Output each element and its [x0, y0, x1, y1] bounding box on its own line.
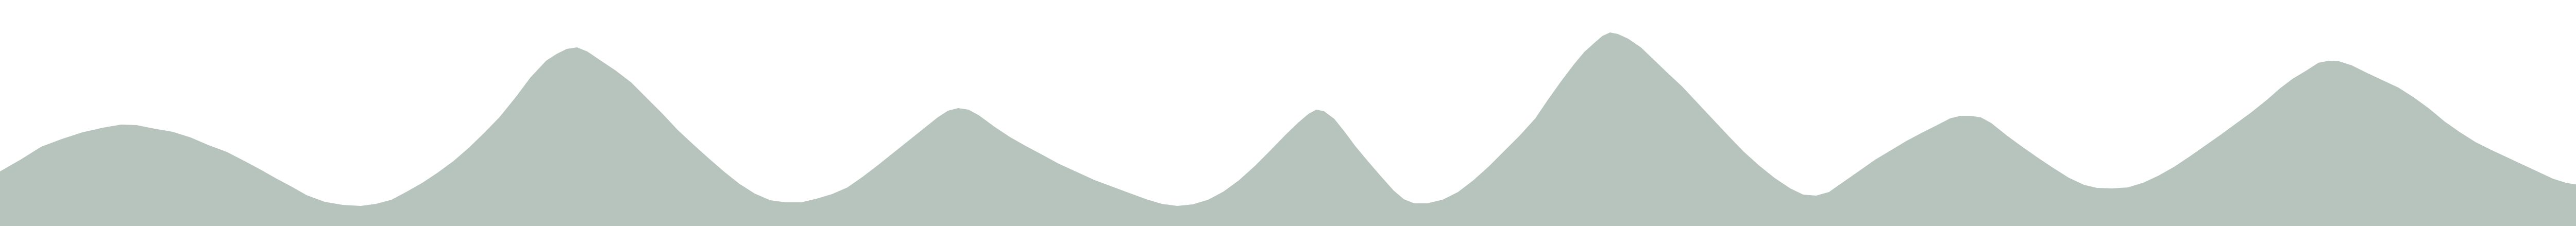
mountain-ridge	[0, 32, 2576, 226]
